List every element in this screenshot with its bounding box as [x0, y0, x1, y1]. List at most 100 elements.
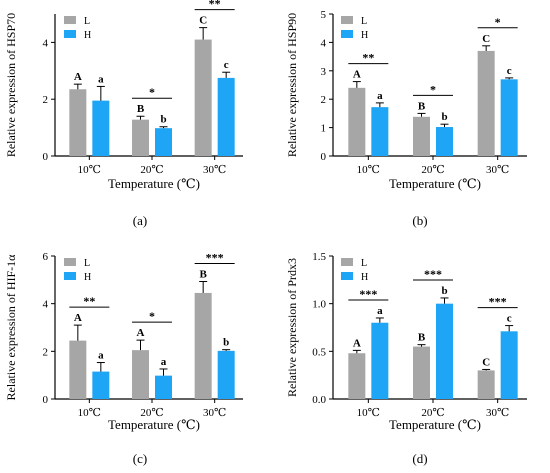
p1-y-tick-label-0: 0 [321, 151, 327, 163]
p0-bar-L-0 [69, 89, 87, 156]
p2-bar-H-0 [92, 371, 110, 399]
p1-bar-H-2 [500, 79, 518, 156]
p3-legend-label-L: L [361, 258, 367, 269]
p2-y-tick-label-1: 2 [43, 346, 49, 358]
p1-sig-mark-2: * [495, 15, 501, 29]
p0-y-tick-label-0: 0 [43, 151, 49, 163]
p0-y-axis-title: Relative expression of HSP70 [4, 13, 18, 157]
p1-legend-label-L: L [361, 16, 367, 27]
p1-legend-swatch-H [341, 30, 353, 38]
p0-y-tick-label-2: 4 [43, 37, 49, 49]
p3-sig-mark-1: *** [424, 267, 442, 281]
p0-bar-H-1 [155, 128, 172, 156]
p2-legend-label-H: H [84, 272, 91, 283]
p3-x-tick-label-1: 20℃ [421, 407, 444, 419]
p1-bar-H-0 [371, 107, 389, 156]
p3-sig-mark-0: *** [359, 287, 377, 301]
p3-x-axis-title: Temperature (℃) [389, 417, 481, 432]
p1-x-axis-title: Temperature (℃) [389, 176, 481, 191]
p3-letter-L-2: C [482, 356, 490, 368]
p0-x-tick-label-2: 30℃ [203, 164, 226, 176]
p1-panel-label: (b) [412, 213, 427, 228]
p2-sig-mark-2: *** [206, 251, 224, 265]
p2-bar-H-1 [155, 375, 172, 399]
p3-letter-L-0: A [353, 337, 361, 349]
p3-bar-L-2 [477, 370, 495, 399]
p2-panel-label: (c) [133, 451, 147, 466]
p1-legend-swatch-L [341, 16, 353, 24]
p3-x-tick-label-0: 10℃ [357, 407, 380, 419]
p1-y-tick-label-4: 4 [321, 37, 327, 49]
p0-letter-L-1: B [137, 103, 145, 115]
p1-letter-H-0: a [377, 90, 383, 102]
p1-letter-L-1: B [418, 100, 426, 112]
p3-legend-swatch-L [341, 258, 353, 266]
p3-letter-L-1: B [418, 332, 426, 344]
p3-letter-H-2: c [507, 313, 512, 325]
p3-panel-label: (d) [412, 451, 427, 466]
p2-y-axis-title: Relative expression of HIF-1α [4, 254, 18, 401]
p0-panel-label: (a) [133, 213, 147, 228]
p2-legend-label-L: L [84, 258, 90, 269]
p1-y-tick-label-2: 2 [321, 94, 327, 106]
p0-bar-H-2 [217, 77, 235, 156]
p3-y-tick-label-1: 0.5 [312, 346, 326, 358]
p2-y-tick-label-2: 4 [43, 299, 49, 311]
p3-x-tick-label-2: 30℃ [486, 407, 509, 419]
p0-letter-L-0: A [74, 71, 82, 83]
p0-legend-label-H: H [84, 30, 91, 41]
p2-legend-swatch-L [64, 258, 76, 266]
p0-letter-H-1: b [160, 114, 166, 126]
p3-y-tick-label-2: 1.0 [312, 299, 326, 311]
p1-sig-mark-0: ** [362, 51, 374, 65]
p2-letter-L-0: A [74, 312, 82, 324]
p3-legend-label-H: H [361, 272, 368, 283]
p1-letter-H-2: c [507, 65, 512, 77]
p2-bar-L-1 [132, 350, 149, 399]
p0-bar-L-2 [194, 39, 212, 157]
p0-x-axis-title: Temperature (℃) [108, 176, 200, 191]
p1-bar-H-1 [436, 127, 453, 156]
p0-bar-H-0 [92, 100, 110, 156]
p1-bar-L-2 [477, 50, 495, 156]
p1-letter-L-2: C [482, 33, 490, 45]
p1-y-tick-label-1: 1 [321, 123, 327, 135]
p1-x-tick-label-2: 30℃ [486, 164, 509, 176]
p3-bar-L-0 [348, 353, 366, 399]
p3-letter-H-1: b [441, 285, 447, 297]
p3-bar-H-0 [371, 322, 389, 399]
p1-bar-L-1 [413, 116, 430, 156]
p2-legend-swatch-H [64, 272, 76, 280]
p0-sig-mark-1: * [149, 85, 155, 99]
p1-y-tick-label-5: 5 [321, 9, 327, 21]
p1-bar-L-0 [348, 87, 366, 156]
p2-sig-mark-1: * [149, 309, 155, 323]
p2-y-tick-label-3: 6 [43, 251, 49, 263]
p1-x-tick-label-1: 20℃ [421, 164, 444, 176]
p3-y-axis-title: Relative expression of Prdx3 [285, 258, 299, 397]
p2-letter-H-2: b [223, 337, 229, 349]
p1-sig-mark-1: * [430, 82, 436, 96]
p0-letter-L-2: C [199, 15, 207, 27]
p0-legend-label-L: L [84, 16, 90, 27]
p3-letter-H-0: a [377, 305, 383, 317]
p2-x-tick-label-1: 20℃ [140, 407, 163, 419]
p2-letter-L-2: B [199, 269, 207, 281]
p1-letter-H-1: b [441, 111, 447, 123]
p0-x-tick-label-1: 20℃ [140, 164, 163, 176]
p2-x-tick-label-0: 10℃ [78, 407, 101, 419]
p3-bar-L-1 [413, 346, 430, 399]
p2-bar-H-2 [217, 350, 235, 399]
p2-bar-L-2 [194, 292, 212, 399]
p3-sig-mark-2: *** [489, 295, 507, 309]
p3-legend-swatch-H [341, 272, 353, 280]
p1-x-tick-label-0: 10℃ [357, 164, 380, 176]
p2-x-axis-title: Temperature (℃) [108, 417, 200, 432]
p2-y-tick-label-0: 0 [43, 394, 49, 406]
p0-x-tick-label-0: 10℃ [78, 164, 101, 176]
p2-bar-L-0 [69, 340, 87, 399]
p0-y-tick-label-1: 2 [43, 94, 49, 106]
p1-y-axis-title: Relative expression of HSP90 [285, 13, 299, 157]
p3-y-tick-label-3: 1.5 [312, 251, 326, 263]
